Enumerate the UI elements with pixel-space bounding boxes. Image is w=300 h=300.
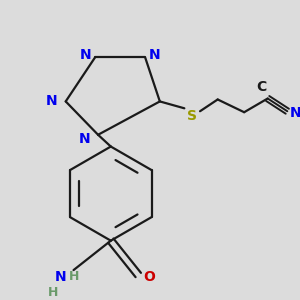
- Text: C: C: [257, 80, 267, 94]
- Text: N: N: [46, 94, 58, 108]
- Text: O: O: [143, 270, 155, 284]
- Text: N: N: [79, 132, 90, 146]
- Text: N: N: [55, 270, 67, 284]
- Text: H: H: [69, 271, 80, 284]
- Text: N: N: [149, 48, 161, 62]
- Text: S: S: [187, 109, 197, 123]
- Text: N: N: [80, 48, 91, 62]
- Text: N: N: [289, 106, 300, 120]
- Text: H: H: [48, 286, 58, 299]
